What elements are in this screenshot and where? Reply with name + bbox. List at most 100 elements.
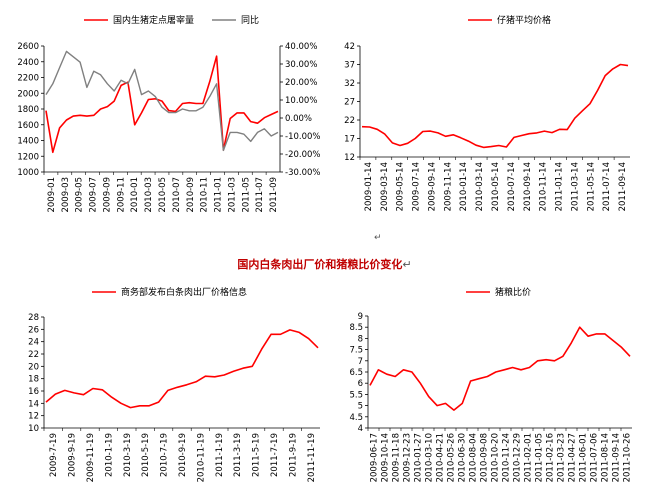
y-right-tick-label: 30.00% — [285, 60, 317, 70]
x-tick-label: 2009-07 — [89, 177, 99, 213]
y-right-tick-label: -20.00% — [285, 150, 320, 160]
x-tick-label: 2011-04-27 — [568, 433, 578, 482]
x-tick-label: 2009-11-18 — [392, 433, 402, 482]
y-right-tick-label: 0.00% — [285, 114, 312, 124]
y-tick-label: 7 — [358, 357, 363, 367]
y-tick-label: 1600 — [17, 121, 39, 131]
x-tick-label: 2009-9-19 — [68, 433, 78, 477]
y-tick-label: 2200 — [17, 74, 39, 84]
x-tick-label: 2009-05 — [75, 177, 85, 213]
x-tick-label: 2010-05-26 — [447, 433, 457, 482]
x-tick-label: 2010-09 — [186, 177, 196, 213]
y-tick-label: 17 — [344, 135, 355, 145]
x-tick-label: 2011-03-14 — [570, 162, 580, 211]
series-line-1 — [45, 329, 319, 409]
x-tick-label: 2009-01 — [47, 177, 57, 213]
chart-3: 商务部发布白条肉出厂价格信息 28 26 24 22 20 18 16 14 12 10 2009-7… — [28, 286, 320, 482]
y-tick-label: 6.5 — [349, 368, 363, 378]
x-tick-label: 2009-11-14 — [443, 162, 453, 211]
x-tick-label: 2009-03-14 — [380, 162, 390, 211]
x-tick-label: 2011-03-23 — [557, 433, 567, 482]
y-tick-label: 24 — [28, 338, 39, 348]
x-tick-label: 2011-08-14 — [601, 433, 611, 482]
x-tick-label: 2011-7-19 — [270, 433, 280, 477]
x-tick-label: 2010-12-29 — [513, 433, 523, 482]
x-tick-label: 2009-06-17 — [370, 433, 380, 482]
y-tick-label: 16 — [28, 387, 39, 397]
x-tick-label: 2010-11-19 — [196, 433, 206, 482]
y-tick-label: 1000 — [17, 168, 39, 178]
x-tick-label: 2009-05-14 — [396, 162, 406, 211]
legend-label-1: 仔猪平均价格 — [497, 14, 551, 26]
x-tick-label: 2009-07-14 — [412, 162, 422, 211]
y-tick-label: 12 — [28, 412, 39, 422]
x-tick-label: 2010-5-19 — [141, 433, 151, 477]
x-tick-label: 2011-02-16 — [546, 433, 556, 482]
y-tick-label: 18 — [28, 375, 39, 385]
x-tick-label: 2010-09-14 — [523, 162, 533, 211]
legend-label-1: 国内生猪定点屠宰量 — [113, 14, 194, 26]
series-line-2 — [45, 50, 279, 152]
x-tick-label: 2009-10-14 — [381, 433, 391, 482]
y-tick-label: 9 — [358, 312, 363, 322]
y-tick-label: 12 — [344, 153, 355, 163]
y-tick-label: 1200 — [17, 152, 39, 162]
y-tick-label: 22 — [28, 350, 39, 360]
series-line-1 — [361, 63, 629, 149]
legend-label-2: 同比 — [241, 14, 259, 26]
x-tick-label: 2010-9-19 — [178, 433, 188, 477]
y-right-tick-label: -30.00% — [285, 168, 320, 178]
y-tick-label: 1400 — [17, 137, 39, 147]
x-tick-label: 2011-06-01 — [579, 433, 589, 482]
x-tick-label: 2011-07-06 — [590, 433, 600, 482]
x-tick-label: 2011-07 — [255, 177, 265, 213]
y-tick-label: 1800 — [17, 105, 39, 115]
x-tick-label: 2011-07-14 — [602, 162, 612, 211]
center-title-text: 国内白条肉出厂价和猪粮比价变化 — [237, 258, 403, 271]
x-tick-label: 2010-07 — [172, 177, 182, 213]
x-tick-label: 2011-05-14 — [586, 162, 596, 211]
x-tick-label: 2011-10-26 — [623, 433, 633, 482]
y-tick-label: 27 — [344, 98, 355, 108]
x-tick-label: 2010-3-19 — [123, 433, 133, 477]
x-tick-label: 2011-02-01 — [524, 433, 534, 482]
x-tick-label: 2011-05 — [241, 177, 251, 213]
x-tick-label: 2010-01-14 — [459, 162, 469, 211]
y-tick-label: 4 — [358, 424, 363, 434]
paragraph-mark-upper: ↵ — [374, 233, 382, 243]
chart-2: 仔猪平均价格 42 37 32 27 22 17 12 2009-01-14 2009-03-14… — [344, 14, 630, 211]
x-tick-label: 2011-11-19 — [307, 433, 317, 482]
x-tick-label: 2010-11-24 — [502, 433, 512, 482]
y-tick-label: 4.5 — [349, 413, 363, 423]
y-tick-label: 6 — [358, 379, 363, 389]
x-tick-label: 2010-7-19 — [160, 433, 170, 477]
x-tick-label: 2009-12-23 — [403, 433, 413, 482]
series-line-1 — [369, 326, 631, 411]
x-tick-label: 2010-01 — [130, 177, 140, 213]
y-tick-label: 14 — [28, 399, 39, 409]
x-tick-label: 2011-09 — [269, 177, 279, 213]
x-tick-label: 2011-01-14 — [555, 162, 565, 211]
y-tick-label: 8 — [358, 334, 363, 344]
y-tick-label: 2600 — [17, 42, 39, 52]
y-tick-label: 5 — [358, 402, 363, 412]
x-tick-label: 2011-1-19 — [215, 433, 225, 477]
x-tick-label: 2009-09 — [102, 177, 112, 213]
center-title: 国内白条肉出厂价和猪粮比价变化↵ — [0, 256, 649, 272]
y-tick-label: 22 — [344, 116, 355, 126]
x-tick-label: 2011-09-14 — [612, 433, 622, 482]
y-tick-label: 7.5 — [349, 346, 363, 356]
x-tick-label: 2009-11-19 — [86, 433, 96, 482]
y-tick-label: 28 — [28, 313, 39, 323]
y-tick-label: 20 — [28, 362, 39, 372]
y-tick-label: 26 — [28, 325, 39, 335]
x-tick-label: 2009-03 — [61, 177, 71, 213]
x-tick-label: 2010-10-20 — [491, 433, 501, 482]
series-line-1 — [45, 55, 279, 154]
y-tick-label: 2000 — [17, 89, 39, 99]
y-right-tick-label: 20.00% — [285, 78, 317, 88]
y-tick-label: 8.5 — [349, 323, 363, 333]
y-right-tick-label: 10.00% — [285, 96, 317, 106]
